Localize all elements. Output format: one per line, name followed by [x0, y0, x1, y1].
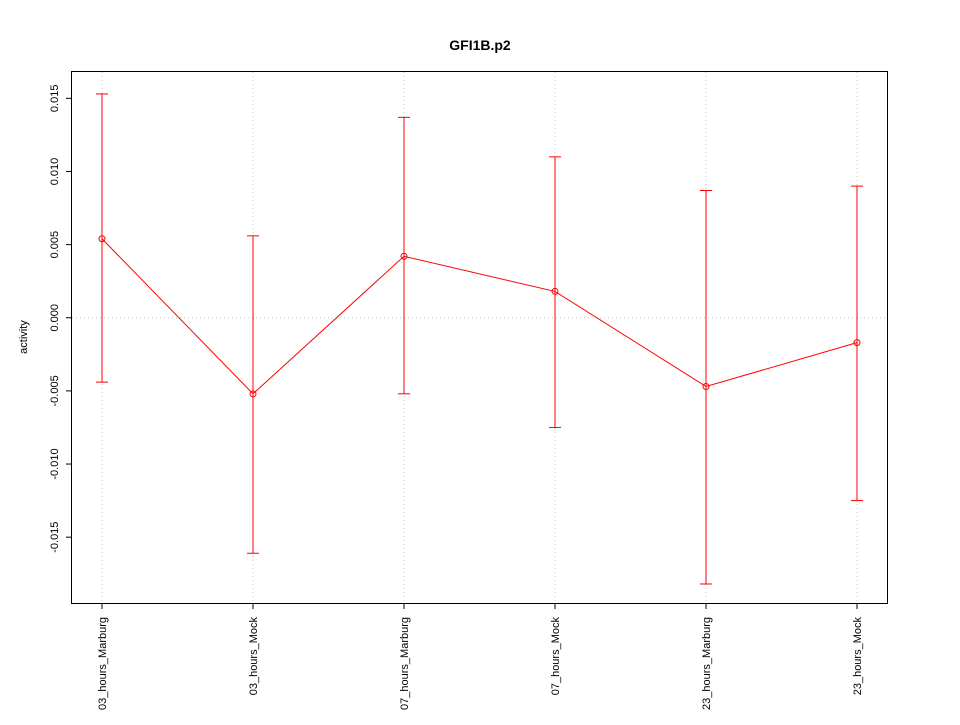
- y-tick-label: 0.005: [49, 231, 61, 259]
- data-point: [551, 287, 559, 295]
- series-line: [101, 238, 858, 395]
- data-point: [98, 235, 106, 243]
- data-point: [249, 390, 257, 398]
- x-tick-label: 07_hours_Mock: [550, 617, 562, 696]
- x-tick-label: 03_hours_Mock: [248, 617, 260, 696]
- data-layer: [96, 93, 863, 585]
- plot-frame: [71, 71, 888, 604]
- x-tick-label: 23_hours_Marburg: [701, 617, 713, 710]
- chart-title: GFI1B.p2: [449, 37, 511, 53]
- data-point: [400, 252, 408, 260]
- data-point: [853, 339, 861, 347]
- y-axis-label: activity: [18, 320, 30, 354]
- y-tick-label: -0.015: [49, 522, 61, 553]
- y-tick-label: 0.015: [49, 85, 61, 113]
- data-point: [702, 383, 710, 391]
- y-tick-label: -0.005: [49, 375, 61, 406]
- y-tick-label: 0.010: [49, 158, 61, 186]
- grid-layer: [72, 72, 887, 603]
- axis-layer: -0.015 -0.010 -0.005 0.000 0.005 0.010 0.015 03…: [49, 85, 864, 710]
- x-tick-label: 07_hours_Marburg: [399, 617, 411, 710]
- x-tick-label: 03_hours_Marburg: [97, 617, 109, 710]
- y-tick-label: -0.010: [49, 448, 61, 479]
- x-tick-label: 23_hours_Mock: [852, 617, 864, 696]
- y-tick-label: 0.000: [49, 304, 61, 332]
